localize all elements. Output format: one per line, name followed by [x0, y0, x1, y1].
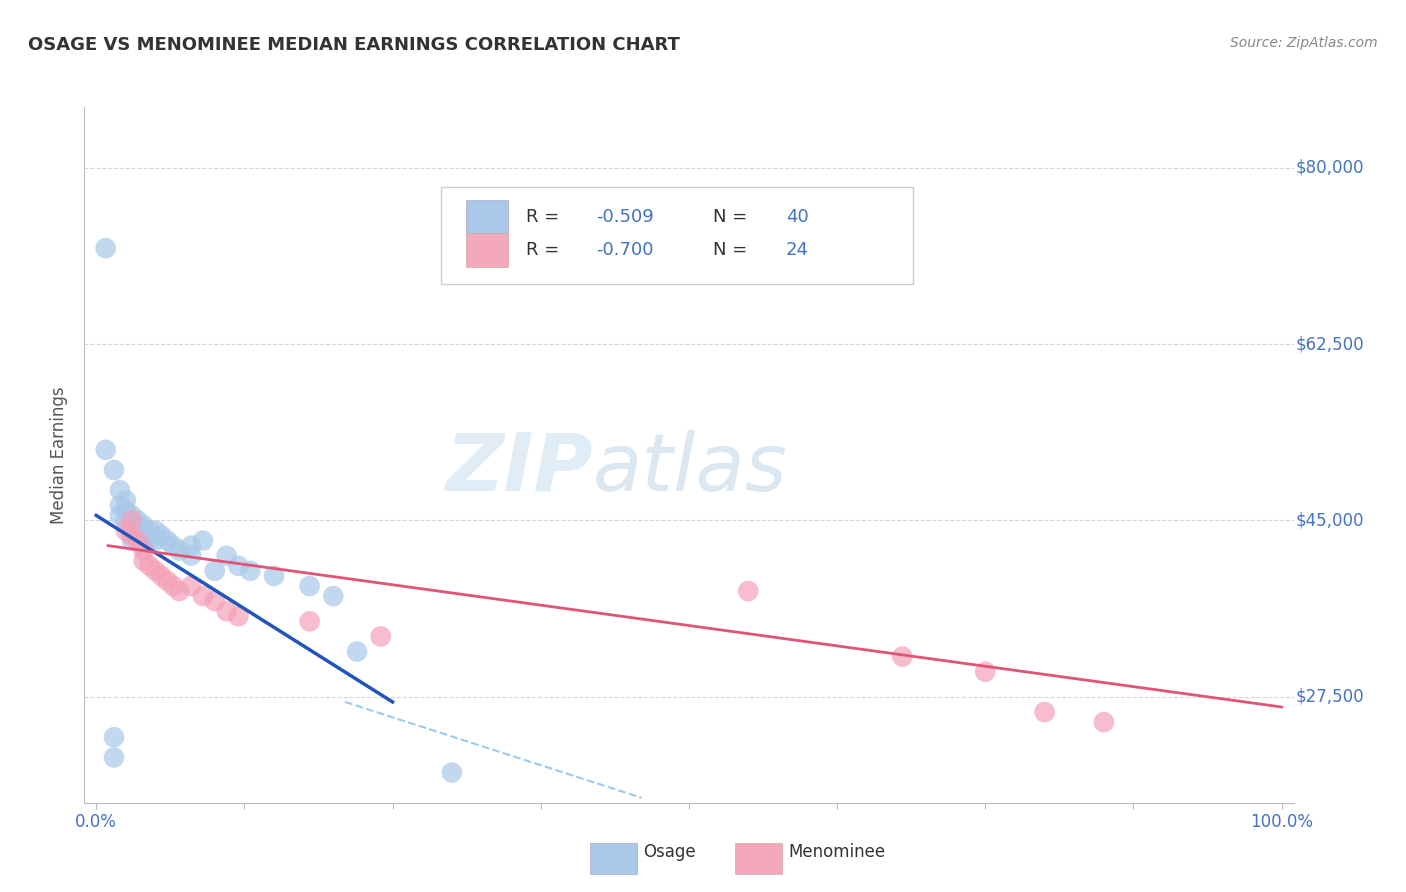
Point — [322, 589, 344, 603]
FancyBboxPatch shape — [467, 233, 508, 267]
Point — [180, 549, 202, 563]
Point — [132, 528, 155, 542]
Text: atlas: atlas — [592, 430, 787, 508]
Point — [108, 508, 131, 523]
Point — [103, 463, 125, 477]
Point — [191, 589, 214, 603]
Point — [103, 750, 125, 764]
Text: R =: R = — [526, 208, 565, 226]
Point — [204, 594, 226, 608]
Point — [94, 241, 117, 255]
Point — [440, 765, 463, 780]
Point — [115, 513, 138, 527]
Point — [150, 569, 173, 583]
Point — [132, 554, 155, 568]
Text: $45,000: $45,000 — [1296, 511, 1364, 530]
Point — [115, 493, 138, 508]
Text: Osage: Osage — [643, 843, 696, 861]
Point — [121, 513, 143, 527]
Point — [298, 579, 321, 593]
Point — [180, 539, 202, 553]
Point — [180, 579, 202, 593]
Point — [974, 665, 997, 679]
Point — [228, 558, 250, 573]
Point — [162, 539, 184, 553]
Point — [370, 629, 392, 643]
Text: ZIP: ZIP — [444, 430, 592, 508]
Point — [156, 533, 179, 548]
Point — [1092, 715, 1115, 730]
Text: 40: 40 — [786, 208, 808, 226]
Point — [132, 539, 155, 553]
Point — [138, 533, 160, 548]
Point — [145, 564, 167, 578]
FancyBboxPatch shape — [735, 843, 782, 874]
Point — [215, 549, 238, 563]
Point — [204, 564, 226, 578]
Point — [121, 528, 143, 542]
Point — [108, 499, 131, 513]
Text: $27,500: $27,500 — [1296, 688, 1365, 706]
Point — [298, 615, 321, 629]
Point — [121, 508, 143, 523]
Point — [737, 584, 759, 599]
Point — [263, 569, 285, 583]
Point — [228, 609, 250, 624]
Point — [138, 524, 160, 538]
FancyBboxPatch shape — [589, 843, 637, 874]
FancyBboxPatch shape — [441, 187, 912, 285]
Point — [127, 533, 149, 548]
Point — [156, 574, 179, 588]
FancyBboxPatch shape — [467, 200, 508, 234]
Point — [239, 564, 262, 578]
Point — [127, 513, 149, 527]
Point — [94, 442, 117, 457]
Point — [132, 518, 155, 533]
Point — [115, 524, 138, 538]
Point — [115, 503, 138, 517]
Point — [132, 543, 155, 558]
Point — [162, 579, 184, 593]
Text: N =: N = — [713, 208, 754, 226]
Point — [145, 524, 167, 538]
Point — [167, 543, 190, 558]
Text: R =: R = — [526, 241, 565, 259]
Point — [891, 649, 914, 664]
Y-axis label: Median Earnings: Median Earnings — [51, 386, 69, 524]
Point — [103, 731, 125, 745]
Point — [215, 604, 238, 618]
Text: Source: ZipAtlas.com: Source: ZipAtlas.com — [1230, 36, 1378, 50]
Point — [150, 528, 173, 542]
Text: OSAGE VS MENOMINEE MEDIAN EARNINGS CORRELATION CHART: OSAGE VS MENOMINEE MEDIAN EARNINGS CORRE… — [28, 36, 681, 54]
Point — [121, 533, 143, 548]
Point — [167, 584, 190, 599]
Point — [346, 644, 368, 658]
Text: 24: 24 — [786, 241, 808, 259]
Text: Menominee: Menominee — [789, 843, 886, 861]
Text: $62,500: $62,500 — [1296, 335, 1365, 353]
Text: $80,000: $80,000 — [1296, 159, 1364, 177]
Point — [121, 518, 143, 533]
Point — [145, 533, 167, 548]
Text: -0.700: -0.700 — [596, 241, 654, 259]
Text: -0.509: -0.509 — [596, 208, 654, 226]
Text: N =: N = — [713, 241, 754, 259]
Point — [127, 524, 149, 538]
Point — [108, 483, 131, 498]
Point — [138, 558, 160, 573]
Point — [1033, 705, 1056, 719]
Point — [191, 533, 214, 548]
Point — [121, 528, 143, 542]
